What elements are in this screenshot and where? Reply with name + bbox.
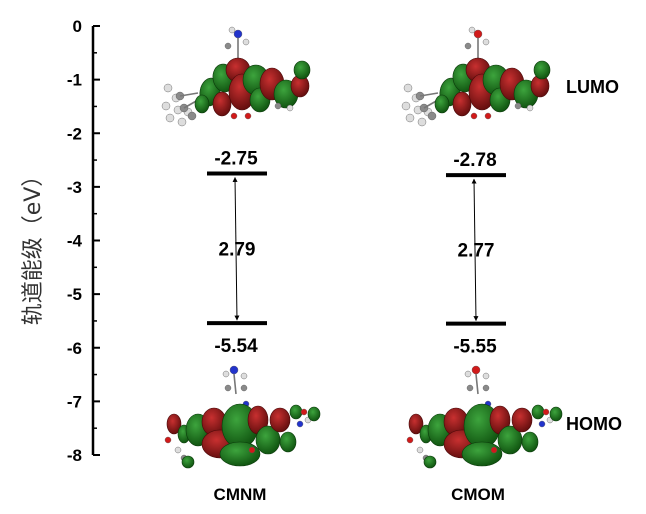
y-tick-label: -1 xyxy=(67,71,82,90)
cmnm-homo-molecule xyxy=(164,365,321,469)
gap-arrow xyxy=(232,176,240,321)
energy-levels: -2.75 -5.54 2.79 -2.78 -5.55 2.77 xyxy=(207,148,506,358)
gap-arrow xyxy=(471,178,479,322)
y-axis-label: 轨道能级（eV） xyxy=(21,165,46,326)
cmom-homo-molecule xyxy=(406,365,563,469)
y-ticks: 0 -1 -2 -3 -4 -5 -6 -7 -8 xyxy=(67,17,100,465)
category-label-cmom: CMOM xyxy=(451,485,505,504)
molecule-illustrations xyxy=(161,26,563,469)
cmnm-lumo-molecule xyxy=(161,26,311,127)
y-tick-label: -8 xyxy=(67,446,82,465)
y-tick-label: -7 xyxy=(67,392,82,411)
energy-gap-label: 2.79 xyxy=(219,239,256,260)
y-tick-label: -3 xyxy=(67,178,82,197)
energy-gap-label: 2.77 xyxy=(458,240,495,261)
category-label-cmnm: CMNM xyxy=(214,485,267,504)
cmom-lumo-molecule xyxy=(401,26,551,127)
y-tick-label: 0 xyxy=(73,17,82,36)
homo-value-label: -5.55 xyxy=(453,337,497,358)
y-tick-label: -6 xyxy=(67,339,82,358)
lumo-value-label: -2.75 xyxy=(214,148,258,169)
lumo-side-label: LUMO xyxy=(566,77,619,97)
homo-side-label: HOMO xyxy=(566,414,622,434)
y-tick-label: -4 xyxy=(67,232,83,251)
lumo-value-label: -2.78 xyxy=(453,150,496,171)
y-tick-label: -5 xyxy=(67,285,82,304)
homo-value-label: -5.54 xyxy=(214,336,258,357)
y-tick-label: -2 xyxy=(67,124,82,143)
